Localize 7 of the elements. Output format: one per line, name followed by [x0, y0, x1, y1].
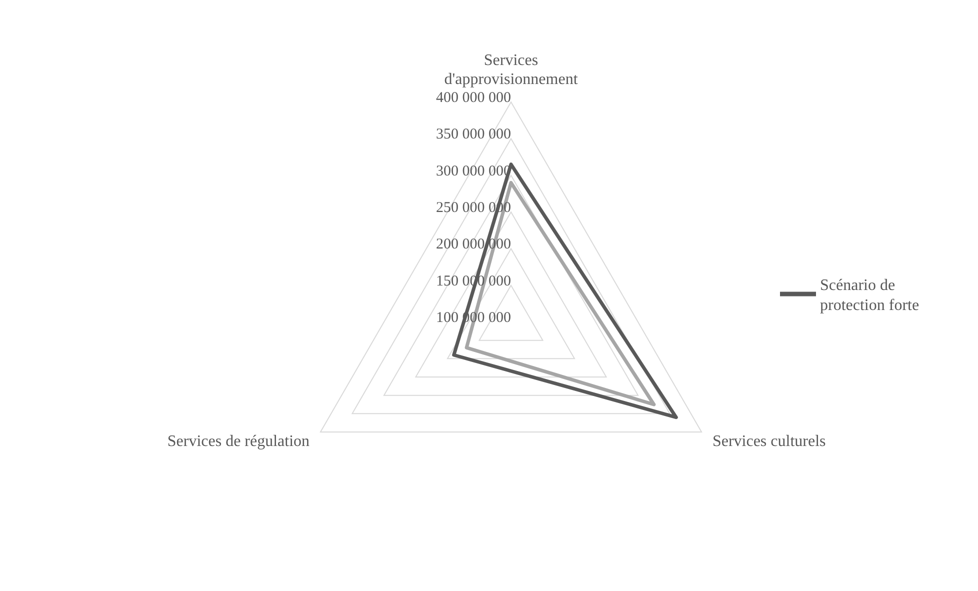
y-tick-label: 200 000 000 [436, 236, 511, 253]
spoke-label: Services de régulation [167, 433, 310, 450]
y-tick-label: 400 000 000 [436, 90, 511, 106]
legend-label: Scénario de protection forte [820, 276, 920, 316]
spoke-label: Services culturels [712, 433, 826, 450]
y-tick-label: 350 000 000 [436, 126, 511, 143]
spoke-label: Services d'approvisionnement [444, 52, 578, 88]
